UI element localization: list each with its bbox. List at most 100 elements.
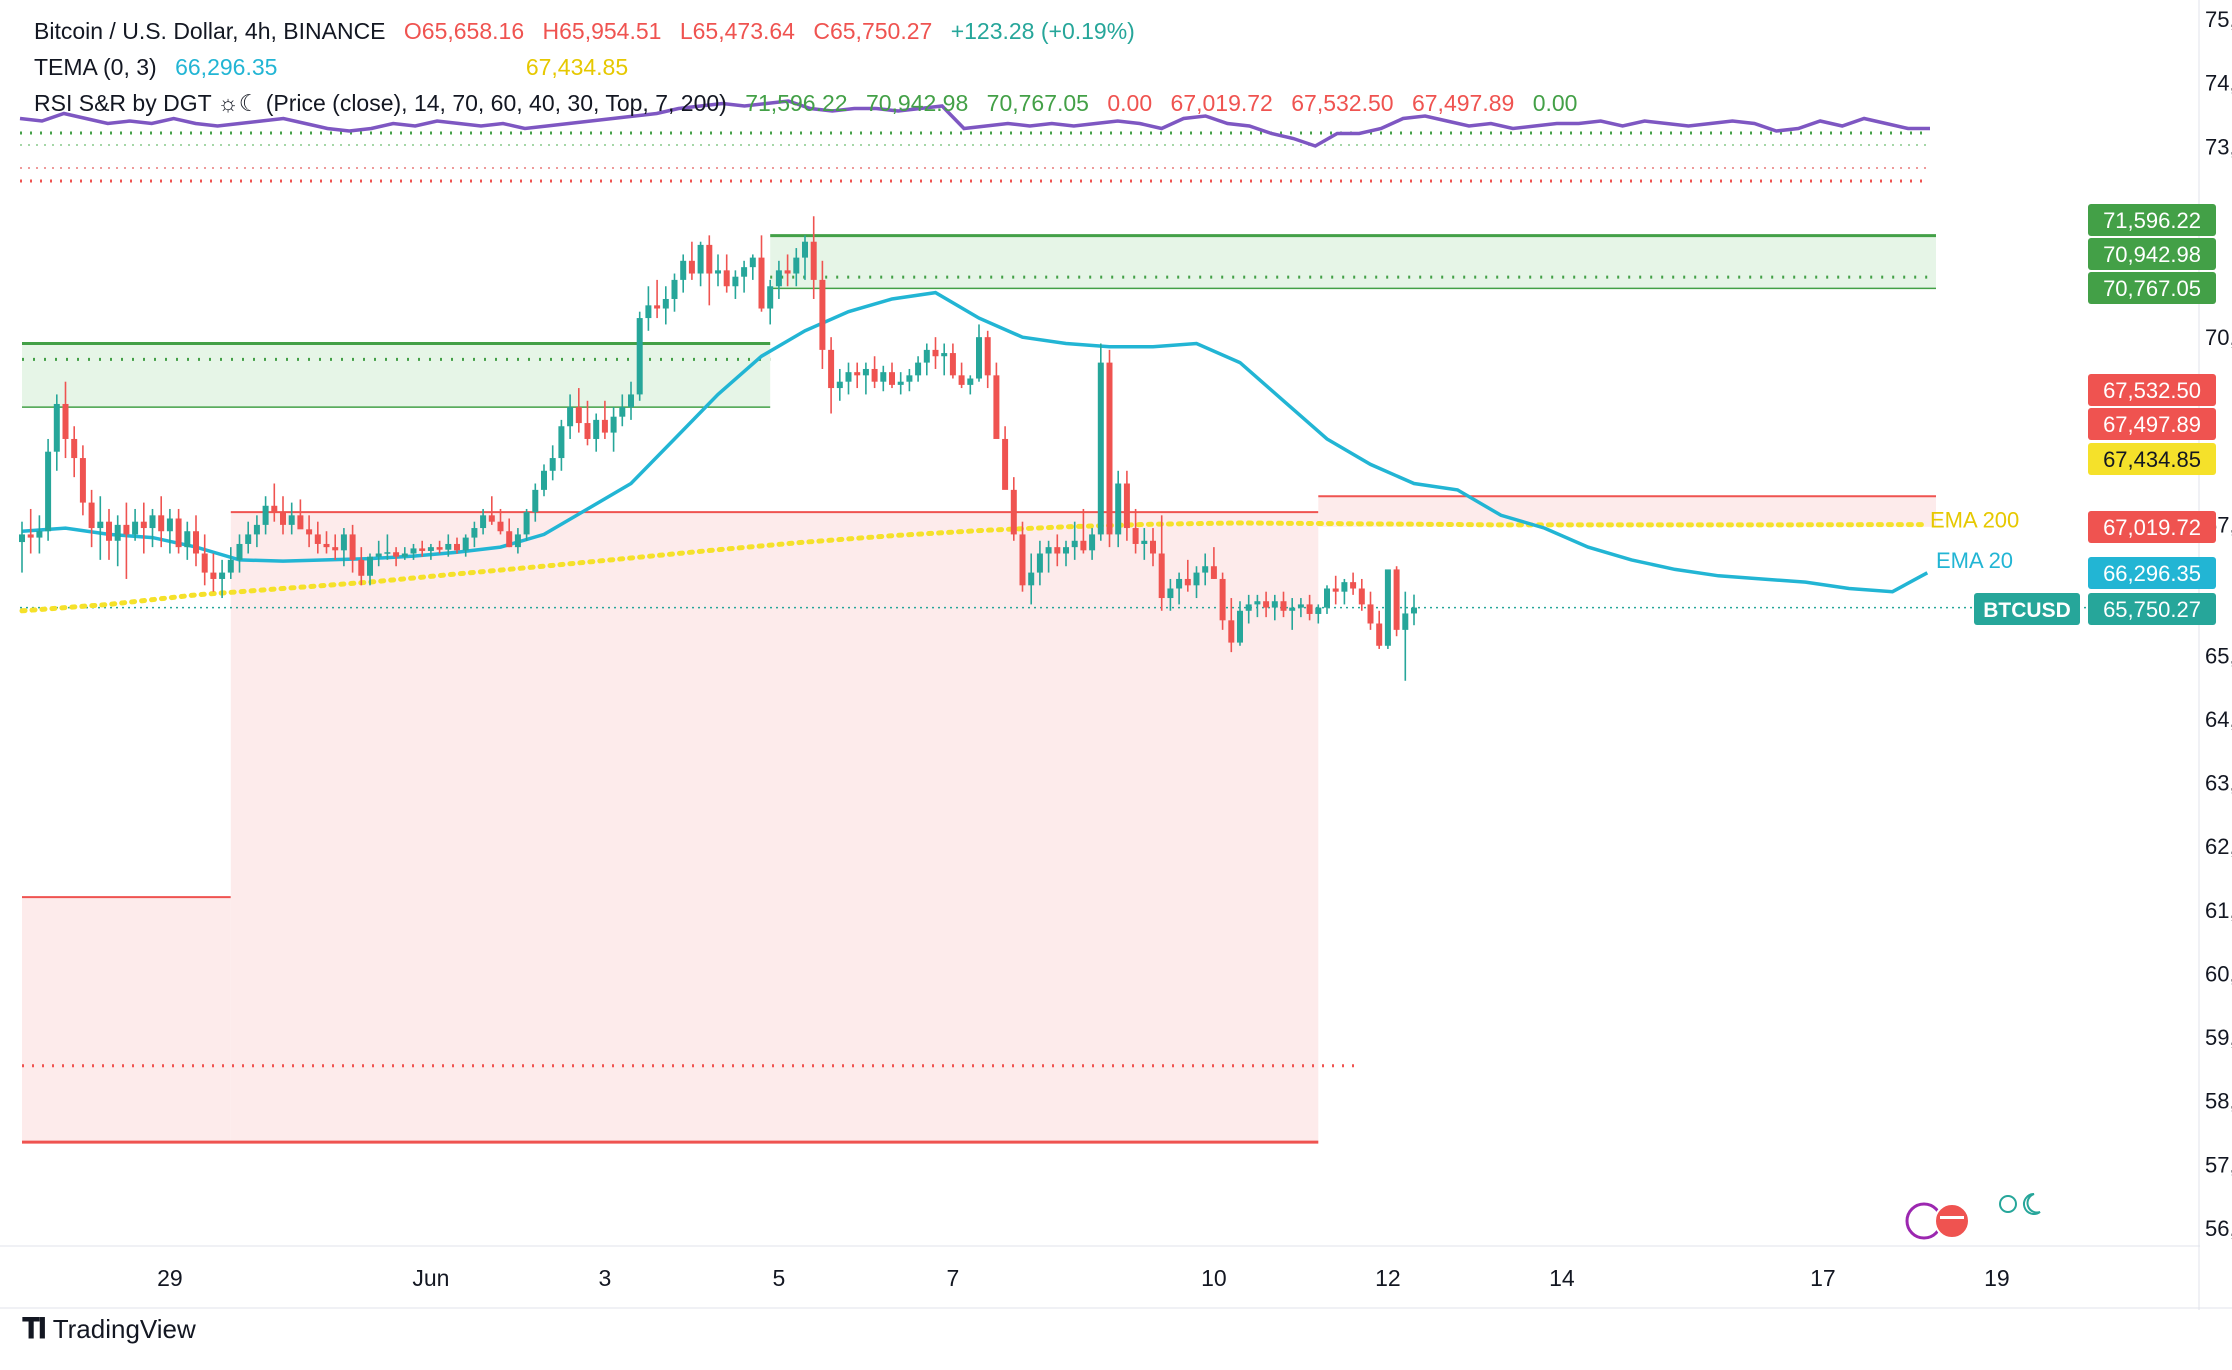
candle-body <box>549 458 556 471</box>
tradingview-logo[interactable]: 𝐓𝐈 TradingView <box>22 1313 196 1346</box>
candle <box>1376 610 1383 649</box>
time-tick-label: 7 <box>947 1265 960 1291</box>
candle-body <box>732 276 739 287</box>
candle <box>1132 508 1139 554</box>
red-zone-0 <box>22 897 231 1143</box>
candle-body <box>523 512 530 535</box>
candle <box>488 496 495 525</box>
candle <box>471 521 478 548</box>
ema200-line <box>19 520 1930 614</box>
candle-body <box>123 524 130 535</box>
candle-body <box>697 244 704 274</box>
candle <box>227 547 234 579</box>
candle-body <box>645 305 652 319</box>
candle-body <box>654 305 661 309</box>
candle-body <box>1263 601 1270 608</box>
candle-body <box>454 543 460 551</box>
price-tick-label: 75,000.00 <box>2205 7 2232 32</box>
tema-value-2: 67,434.85 <box>525 54 629 80</box>
candle-body <box>1376 623 1383 646</box>
time-tick-label: 14 <box>1549 1265 1575 1291</box>
candle <box>601 400 608 439</box>
price-badge-bg <box>2088 557 2216 589</box>
candle <box>45 438 52 541</box>
rsi-sr-label[interactable]: RSI S&R by DGT ☼☾ (Price (close), 14, 70… <box>34 90 727 116</box>
price-badge-label: 65,750.27 <box>2103 597 2201 622</box>
candle <box>1080 508 1087 554</box>
candle <box>410 543 417 560</box>
candle <box>549 445 556 481</box>
symbol-title[interactable]: Bitcoin / U.S. Dollar, 4h, BINANCE <box>34 18 386 44</box>
candle-body <box>1228 620 1235 643</box>
candle-body <box>1315 607 1322 614</box>
candle <box>1402 591 1409 681</box>
time-tick-label: Jun <box>412 1265 449 1291</box>
candle <box>36 515 43 554</box>
candle-body <box>1237 610 1243 643</box>
candle-body <box>906 375 913 382</box>
time-tick-label: 12 <box>1375 1265 1401 1291</box>
candle-body <box>784 270 791 274</box>
candle-body <box>662 298 669 309</box>
candle-body <box>802 241 808 258</box>
rsi-value-7: 67,497.89 <box>1411 90 1515 116</box>
tema-label[interactable]: TEMA (0, 3) <box>34 54 157 80</box>
price-badge-label: 67,532.50 <box>2103 378 2201 403</box>
price-tick-label: 58,000.00 <box>2205 1089 2232 1114</box>
candle-body <box>1358 588 1365 605</box>
candle-body <box>1132 528 1139 544</box>
green-zone-1 <box>770 235 1937 289</box>
candle-body <box>558 426 565 459</box>
candle <box>114 515 121 567</box>
candle <box>401 547 408 560</box>
price-tick-label: 63,000.00 <box>2205 771 2232 796</box>
candle-body <box>97 521 104 529</box>
price-badge: 67,532.50 <box>2088 374 2216 406</box>
candle-body <box>349 534 356 560</box>
candle <box>71 426 78 478</box>
candle <box>1097 343 1104 541</box>
candle-body <box>88 502 95 529</box>
candle <box>1332 575 1339 605</box>
candle-body <box>871 368 878 382</box>
candle <box>984 330 991 389</box>
candle <box>175 508 182 554</box>
candle <box>340 528 347 567</box>
price-badge: 67,497.89 <box>2088 408 2216 440</box>
candle <box>1010 477 1017 541</box>
candle-body <box>1297 604 1304 608</box>
candle <box>1019 521 1026 592</box>
candle-body <box>1184 578 1191 586</box>
candle <box>1245 594 1252 624</box>
candle <box>384 534 391 560</box>
time-tick-label: 19 <box>1984 1265 2010 1291</box>
candle <box>79 445 86 516</box>
candle-body <box>1289 607 1296 611</box>
candle <box>1263 591 1270 618</box>
candle-body <box>262 505 269 525</box>
candle-body <box>793 257 800 274</box>
green-zone-0 <box>22 343 771 408</box>
candle-body <box>53 403 60 452</box>
candle <box>836 368 843 401</box>
candle <box>906 368 913 392</box>
candle-body <box>297 515 304 530</box>
candle <box>297 499 304 530</box>
candle <box>393 547 400 567</box>
candle-body <box>984 337 991 376</box>
candle-body <box>401 553 408 557</box>
candle-body <box>1150 540 1156 554</box>
candle <box>1071 521 1078 560</box>
candle <box>1254 594 1261 618</box>
candle <box>619 394 626 427</box>
candle <box>828 337 835 414</box>
price-badge-bg <box>2088 408 2216 440</box>
candle-body <box>671 279 678 299</box>
candle <box>1306 594 1313 621</box>
candle-body <box>1202 566 1209 573</box>
candle <box>123 502 130 579</box>
candle <box>497 508 504 535</box>
rsi-value-3: 70,767.05 <box>986 90 1089 116</box>
candle-body <box>471 528 478 538</box>
